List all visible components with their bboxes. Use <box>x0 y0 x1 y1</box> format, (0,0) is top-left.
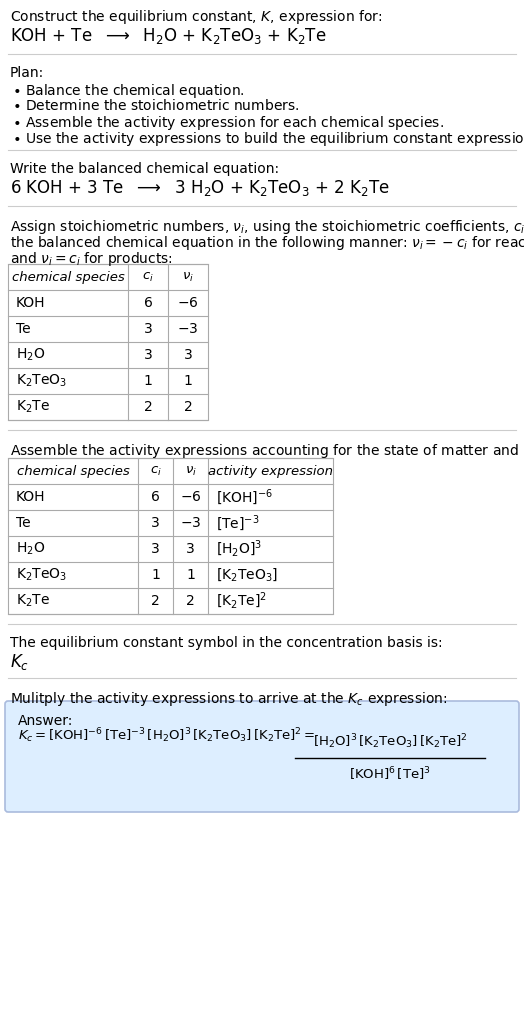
Text: K$_2$Te: K$_2$Te <box>16 399 50 415</box>
Text: 6 KOH + 3 Te  $\longrightarrow$  3 H$_2$O + K$_2$TeO$_3$ + 2 K$_2$Te: 6 KOH + 3 Te $\longrightarrow$ 3 H$_2$O … <box>10 178 390 198</box>
Text: Te: Te <box>16 322 30 336</box>
Text: 3: 3 <box>144 322 152 336</box>
Text: $-3$: $-3$ <box>177 322 199 336</box>
Text: and $\nu_i = c_i$ for products:: and $\nu_i = c_i$ for products: <box>10 250 173 268</box>
Text: 1: 1 <box>151 569 160 582</box>
Text: 2: 2 <box>151 594 160 608</box>
Bar <box>8 264 208 420</box>
Text: K$_2$Te: K$_2$Te <box>16 593 50 609</box>
Text: Write the balanced chemical equation:: Write the balanced chemical equation: <box>10 162 279 176</box>
Text: $c_i$: $c_i$ <box>149 465 161 478</box>
Text: 3: 3 <box>183 348 192 362</box>
Text: $-6$: $-6$ <box>180 490 201 504</box>
Text: H$_2$O: H$_2$O <box>16 347 45 363</box>
Text: 2: 2 <box>183 400 192 414</box>
Text: $\bullet$ Assemble the activity expression for each chemical species.: $\bullet$ Assemble the activity expressi… <box>12 114 444 132</box>
Bar <box>8 458 333 614</box>
Text: the balanced chemical equation in the following manner: $\nu_i = -c_i$ for react: the balanced chemical equation in the fo… <box>10 234 524 252</box>
Text: Te: Te <box>16 516 30 530</box>
Text: 2: 2 <box>186 594 195 608</box>
Text: 3: 3 <box>151 516 160 530</box>
Text: 3: 3 <box>186 542 195 556</box>
Text: [K$_2$TeO$_3$]: [K$_2$TeO$_3$] <box>216 566 278 584</box>
Text: 1: 1 <box>183 374 192 388</box>
Text: Assign stoichiometric numbers, $\nu_i$, using the stoichiometric coefficients, $: Assign stoichiometric numbers, $\nu_i$, … <box>10 218 524 236</box>
Text: [Te]$^{-3}$: [Te]$^{-3}$ <box>216 513 259 533</box>
Text: $\mathrm{[H_2O]}^3\,\mathrm{[K_2TeO_3]}\,\mathrm{[K_2Te]}^2$: $\mathrm{[H_2O]}^3\,\mathrm{[K_2TeO_3]}\… <box>312 732 467 752</box>
Text: $\nu_i$: $\nu_i$ <box>184 465 196 478</box>
Text: KOH: KOH <box>16 490 46 504</box>
Text: KOH: KOH <box>16 296 46 310</box>
Text: Plan:: Plan: <box>10 66 44 80</box>
Text: Answer:: Answer: <box>18 714 73 728</box>
Text: $\bullet$ Use the activity expressions to build the equilibrium constant express: $\bullet$ Use the activity expressions t… <box>12 130 524 148</box>
Text: activity expression: activity expression <box>208 465 333 478</box>
Text: [H$_2$O]$^3$: [H$_2$O]$^3$ <box>216 539 262 559</box>
FancyBboxPatch shape <box>5 701 519 812</box>
Text: The equilibrium constant symbol in the concentration basis is:: The equilibrium constant symbol in the c… <box>10 636 443 650</box>
Text: KOH + Te  $\longrightarrow$  H$_2$O + K$_2$TeO$_3$ + K$_2$Te: KOH + Te $\longrightarrow$ H$_2$O + K$_2… <box>10 26 326 46</box>
Text: 2: 2 <box>144 400 152 414</box>
Text: 3: 3 <box>144 348 152 362</box>
Text: 6: 6 <box>151 490 160 504</box>
Text: Construct the equilibrium constant, $K$, expression for:: Construct the equilibrium constant, $K$,… <box>10 8 383 26</box>
Text: Assemble the activity expressions accounting for the state of matter and $\nu_i$: Assemble the activity expressions accoun… <box>10 442 524 460</box>
Text: 6: 6 <box>144 296 152 310</box>
Text: $-6$: $-6$ <box>177 296 199 310</box>
Text: [KOH]$^{-6}$: [KOH]$^{-6}$ <box>216 487 273 506</box>
Text: 3: 3 <box>151 542 160 556</box>
Text: $\mathrm{[KOH]}^6\,\mathrm{[Te]}^3$: $\mathrm{[KOH]}^6\,\mathrm{[Te]}^3$ <box>349 765 431 783</box>
Text: $\nu_i$: $\nu_i$ <box>182 271 194 284</box>
Text: $K_c$: $K_c$ <box>10 652 29 672</box>
Text: H$_2$O: H$_2$O <box>16 541 45 557</box>
Text: chemical species: chemical species <box>12 271 124 284</box>
Text: chemical species: chemical species <box>17 465 129 478</box>
Text: [K$_2$Te]$^2$: [K$_2$Te]$^2$ <box>216 591 267 611</box>
Text: 1: 1 <box>186 569 195 582</box>
Text: $\bullet$ Balance the chemical equation.: $\bullet$ Balance the chemical equation. <box>12 82 245 100</box>
Text: Mulitply the activity expressions to arrive at the $K_c$ expression:: Mulitply the activity expressions to arr… <box>10 690 447 708</box>
Text: K$_2$TeO$_3$: K$_2$TeO$_3$ <box>16 566 67 583</box>
Text: $\bullet$ Determine the stoichiometric numbers.: $\bullet$ Determine the stoichiometric n… <box>12 98 299 113</box>
Text: $-3$: $-3$ <box>180 516 201 530</box>
Text: $K_c = \mathrm{[KOH]}^{-6}\,\mathrm{[Te]}^{-3}\,\mathrm{[H_2O]}^3\,\mathrm{[K_2T: $K_c = \mathrm{[KOH]}^{-6}\,\mathrm{[Te]… <box>18 727 315 745</box>
Text: K$_2$TeO$_3$: K$_2$TeO$_3$ <box>16 373 67 390</box>
Text: 1: 1 <box>144 374 152 388</box>
Text: $c_i$: $c_i$ <box>142 271 154 284</box>
